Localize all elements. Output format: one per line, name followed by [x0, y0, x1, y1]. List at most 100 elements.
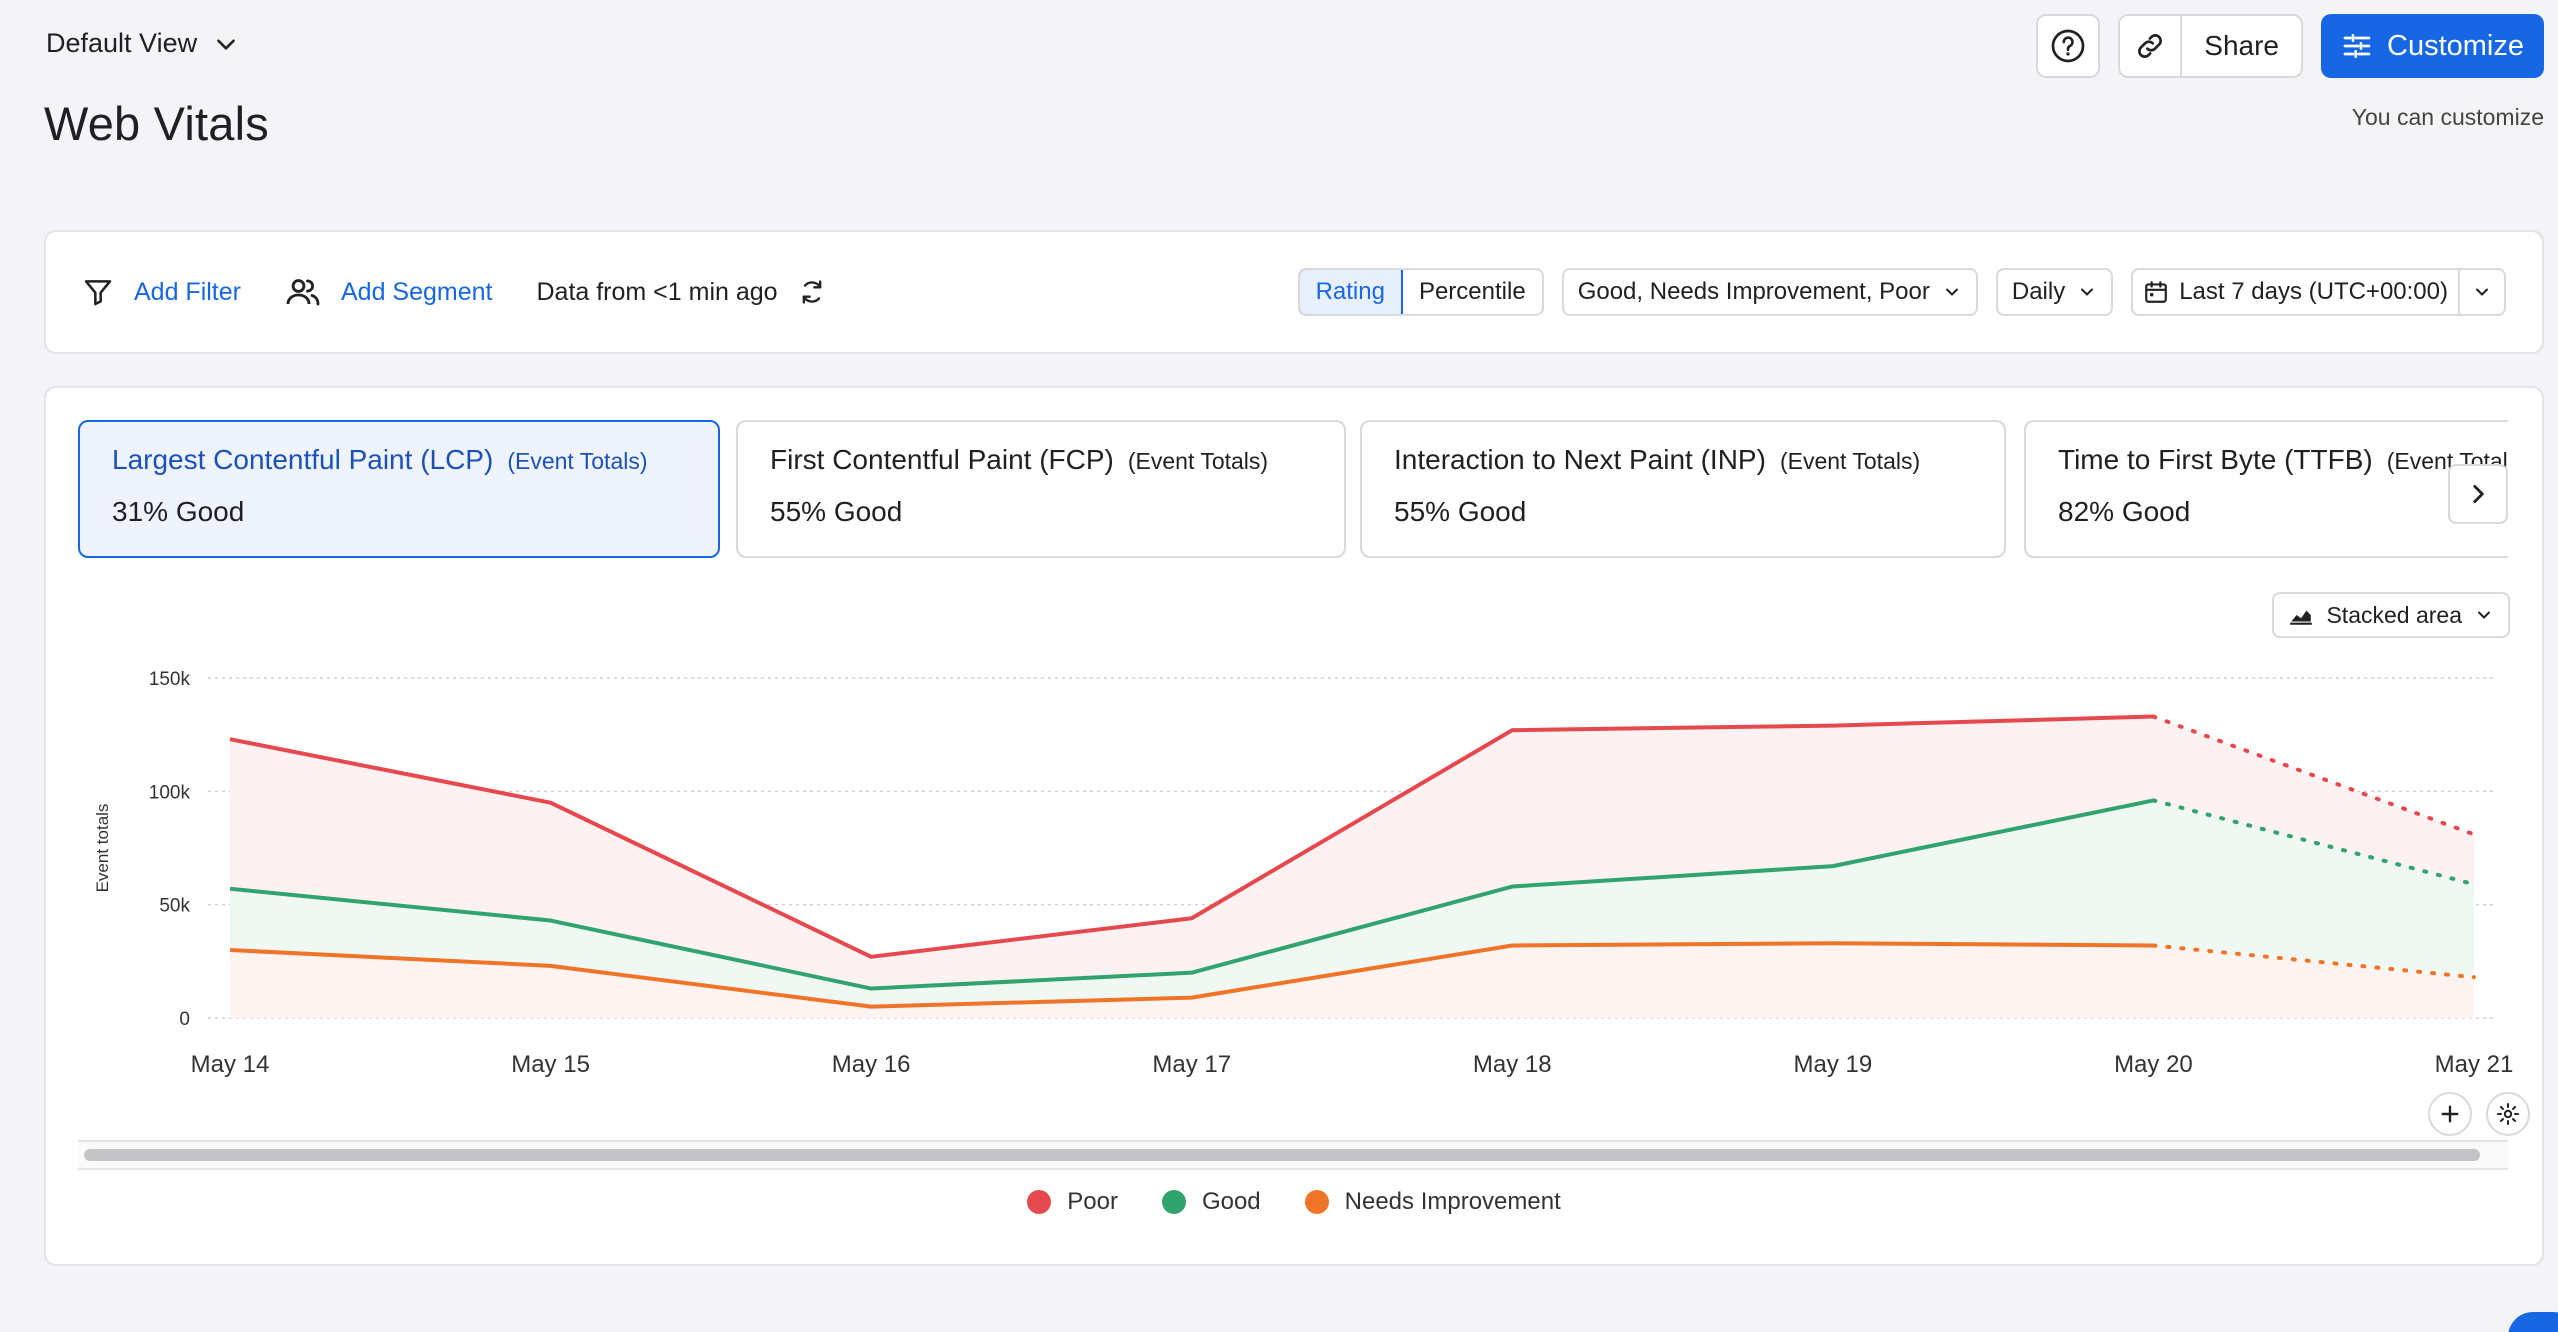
legend-dot [1304, 1190, 1329, 1214]
legend-item-good[interactable]: Good [1161, 1188, 1261, 1216]
customize-hint: You can customize [2351, 104, 2544, 130]
help-button[interactable] [2036, 14, 2101, 78]
area-needs-improvement [230, 943, 2474, 1018]
add-filter-button[interactable]: Add Filter [82, 276, 241, 308]
series-line-incomplete [2151, 714, 2476, 837]
interval-select[interactable]: Daily [1995, 268, 2114, 316]
users-icon [286, 279, 320, 306]
metric-card-ttfb[interactable]: Time to First Byte (TTFB)(Event Totals) … [2024, 420, 2508, 558]
metric-value: 82% Good [2058, 496, 2191, 527]
date-range-value: Last 7 days (UTC+00:00) [2179, 278, 2448, 305]
x-tick-label: May 20 [2114, 1051, 2193, 1078]
legend-dot [1027, 1190, 1052, 1214]
toggle-percentile[interactable]: Percentile [1418, 278, 1526, 305]
metric-name: Interaction to Next Paint (INP) [1394, 444, 1766, 475]
share-button[interactable]: Share [2204, 30, 2279, 61]
chevron-down-icon [2081, 288, 2094, 296]
metric-name: Time to First Byte (TTFB) [2058, 444, 2373, 475]
data-freshness-label: Data from <1 min ago [536, 277, 778, 306]
calendar-icon [2145, 281, 2168, 303]
y-axis-label: Event totals [93, 804, 112, 893]
rating-percentile-toggle: Rating Percentile [1297, 268, 1544, 316]
stacked-area-chart: 0 50k 100k 150k Event totals May 14 May 15 May … [93, 669, 2514, 1078]
copy-link-button[interactable] [2120, 16, 2183, 76]
chart-legend: Poor Good Needs Improvement [46, 1188, 2542, 1216]
refresh-icon[interactable] [798, 278, 826, 306]
link-icon [2138, 34, 2163, 58]
area-poor [230, 716, 2474, 989]
add-filter-label: Add Filter [134, 277, 241, 306]
x-tick-label: May 16 [832, 1051, 911, 1078]
zoom-in-button[interactable] [2428, 1092, 2472, 1136]
y-tick-label: 150k [149, 669, 191, 690]
chevron-down-icon [2478, 611, 2490, 619]
legend-label: Good [1201, 1188, 1261, 1215]
customize-button[interactable]: Customize [2321, 14, 2544, 78]
filter-icon [84, 280, 112, 306]
chart-type-label: Stacked area [2326, 601, 2462, 628]
series-line-incomplete [2151, 798, 2476, 887]
chart-settings-button[interactable] [2486, 1092, 2530, 1136]
view-selector-label: Default View [46, 28, 198, 58]
metric-name: First Contentful Paint (FCP) [770, 444, 1114, 475]
legend-dot [1161, 1190, 1186, 1214]
help-icon [2051, 29, 2085, 63]
help-launcher[interactable] [2508, 1312, 2558, 1332]
area-chart-icon [2290, 610, 2313, 625]
x-tick-label: May 17 [1152, 1051, 1231, 1078]
metric-name: Largest Contentful Paint (LCP) [112, 444, 494, 475]
chevron-down-icon [2476, 288, 2488, 296]
metric-value: 55% Good [770, 496, 903, 527]
add-segment-button[interactable]: Add Segment [285, 274, 493, 310]
x-tick-label: May 19 [1794, 1051, 1873, 1078]
metric-value: 31% Good [112, 496, 245, 527]
x-tick-label: May 15 [511, 1051, 590, 1078]
x-tick-label: May 18 [1473, 1051, 1552, 1078]
metrics-next-button[interactable] [2448, 464, 2508, 524]
date-range-main[interactable]: Last 7 days (UTC+00:00) [2133, 270, 2460, 314]
date-range-caret[interactable] [2460, 270, 2504, 314]
ratings-select-value: Good, Needs Improvement, Poor [1577, 278, 1930, 305]
area-good [230, 800, 2474, 1007]
metric-sub: (Event Totals) [1127, 448, 1269, 474]
chevron-right-icon [2473, 485, 2484, 503]
y-tick-label: 0 [179, 1009, 190, 1030]
share-group: Share [2118, 14, 2303, 78]
metric-card-inp[interactable]: Interaction to Next Paint (INP) (Event To… [1360, 420, 2006, 558]
gear-icon [2497, 1103, 2519, 1125]
metric-cards: Largest Contentful Paint (LCP) (Event Tot… [78, 420, 2508, 560]
add-segment-label: Add Segment [340, 277, 493, 306]
metric-sub: (Event Totals) [1779, 448, 1921, 474]
toggle-rating[interactable]: Rating [1299, 270, 1403, 314]
legend-item-needs-improvement[interactable]: Needs Improvement [1304, 1188, 1561, 1216]
legend-label: Needs Improvement [1344, 1188, 1561, 1215]
chart-card: Largest Contentful Paint (LCP) (Event Tot… [44, 386, 2544, 1266]
data-freshness: Data from <1 min ago [536, 278, 825, 307]
metric-sub: (Event Totals) [507, 448, 648, 474]
y-tick-label: 50k [159, 896, 190, 917]
customize-label: Customize [2387, 29, 2524, 62]
chevron-down-icon [217, 38, 235, 50]
sliders-icon [2343, 34, 2371, 58]
metric-card-lcp[interactable]: Largest Contentful Paint (LCP) (Event Tot… [78, 420, 720, 558]
metric-card-fcp[interactable]: First Contentful Paint (FCP) (Event Total… [736, 420, 1346, 558]
header-actions: Share Customize [2036, 14, 2544, 78]
plus-icon [2441, 1105, 2459, 1123]
ratings-select[interactable]: Good, Needs Improvement, Poor [1561, 268, 1978, 316]
date-range-select[interactable]: Last 7 days (UTC+00:00) [2131, 268, 2506, 316]
metric-value: 55% Good [1394, 496, 1527, 527]
x-tick-label: May 21 [2435, 1051, 2514, 1078]
series-line-incomplete [2151, 943, 2476, 980]
legend-item-poor[interactable]: Poor [1027, 1188, 1118, 1216]
y-tick-label: 100k [149, 782, 191, 803]
view-selector[interactable]: Default View [46, 28, 239, 59]
chart-scrollbar-thumb[interactable] [84, 1149, 2480, 1161]
series-line [229, 798, 2154, 991]
legend-label: Poor [1067, 1188, 1118, 1215]
filter-bar: Add Filter Add Segment Data from <1 min … [44, 230, 2544, 354]
series-line [229, 941, 2154, 1009]
chart-type-select[interactable]: Stacked area [2272, 592, 2510, 638]
series-line [229, 714, 2154, 959]
chart-scrollbar[interactable] [78, 1140, 2508, 1170]
chevron-down-icon [1945, 288, 1958, 296]
